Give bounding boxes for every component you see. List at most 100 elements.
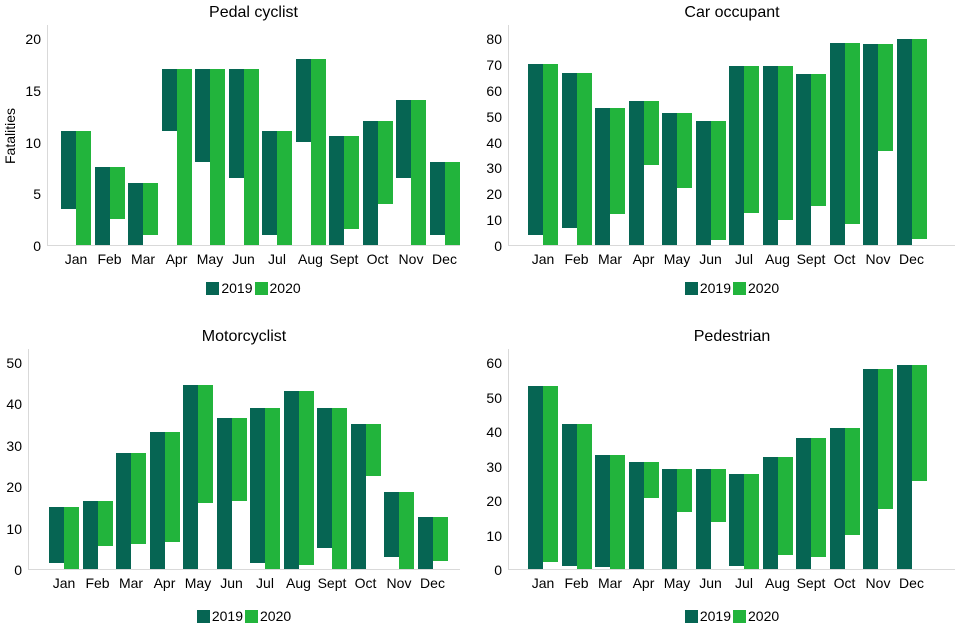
bar-group-nov: [384, 492, 414, 569]
y-tick-label: 20: [486, 493, 502, 509]
bar-group-oct: [829, 427, 860, 569]
y-tick-label: 40: [6, 396, 22, 413]
legend-swatch-2019: [206, 281, 220, 295]
bar-2020-may: [198, 384, 213, 503]
y-tick-label: 20: [25, 31, 41, 47]
bar-2020-apr: [643, 462, 659, 499]
y-tick-label: 30: [486, 160, 502, 177]
y-axis-tick-labels: 0 5 10 15 20: [20, 25, 47, 254]
bar-group-jan: [528, 63, 558, 245]
bar-group-oct: [350, 424, 381, 569]
bar-group-apr: [628, 101, 659, 245]
bar-group-mar: [128, 182, 158, 245]
bar-group-jun: [228, 69, 259, 245]
bar-group-jun: [695, 468, 726, 569]
y-axis-tick-labels: 0 10 20 30 40 50 60: [480, 349, 508, 578]
bar-2019-jul: [729, 474, 744, 566]
x-tick-label-oct: Oct: [366, 251, 389, 267]
bar-group-jan: [61, 131, 91, 245]
legend-item-2019: 2019: [684, 280, 731, 296]
bar-2020-dec: [911, 365, 927, 482]
legend-item-2020: 2020: [733, 608, 779, 624]
bar-2019-jul: [729, 66, 744, 245]
bar-group-sept: [317, 407, 347, 569]
x-tick-label-dec: Dec: [420, 575, 445, 591]
bar-2019-may: [183, 384, 198, 569]
x-tick-label-nov: Nov: [865, 251, 891, 267]
bar-series-area: [509, 365, 955, 569]
bar-2019-nov: [863, 368, 878, 569]
x-tick-label-jul: Jul: [256, 575, 274, 591]
bar-2020-apr: [164, 432, 180, 543]
bar-group-aug: [295, 58, 326, 245]
bar-2020-dec: [432, 517, 448, 561]
bar-2020-feb: [109, 167, 125, 220]
bar-2019-sept: [329, 136, 344, 245]
chart-body: Fatalities 0 5 10 15 20: [0, 25, 460, 254]
bar-2020-may: [677, 468, 692, 513]
bar-2020-jun: [710, 120, 726, 240]
bar-2019-dec: [896, 39, 912, 245]
y-tick-label: 70: [486, 56, 502, 73]
bar-2019-apr: [628, 462, 644, 569]
bar-2020-oct: [365, 424, 381, 476]
bar-2020-jan: [76, 131, 91, 245]
bar-group-jul: [262, 131, 292, 245]
x-tick-label-dec: Dec: [899, 251, 924, 267]
y-tick-label: 0: [14, 562, 22, 578]
bar-2020-aug: [298, 390, 314, 565]
bar-group-may: [183, 384, 213, 569]
bar-2019-jun: [695, 468, 711, 569]
bar-2019-feb: [561, 72, 577, 229]
bar-2019-mar: [128, 182, 143, 245]
bar-group-dec: [896, 365, 927, 569]
y-tick-label: 10: [6, 520, 22, 537]
y-tick-label: 10: [486, 527, 502, 544]
bar-2019-oct: [829, 427, 845, 569]
bar-group-feb: [561, 72, 592, 245]
bar-2020-oct: [844, 427, 860, 535]
x-tick-label-mar: Mar: [597, 251, 623, 267]
y-tick-label: 5: [33, 186, 41, 203]
bar-group-mar: [595, 107, 625, 245]
x-tick-label-sept: Sept: [796, 575, 826, 591]
bar-2019-jun: [228, 69, 244, 178]
plot-area: [508, 349, 955, 570]
bar-2019-nov: [863, 44, 878, 245]
x-axis-labels: Jan Feb Mar Apr May Jun Jul Aug Sept Oct Nov Dec: [480, 575, 960, 591]
chart-title: Car occupant: [684, 4, 780, 21]
legend-swatch-2020: [245, 609, 258, 623]
bar-group-may: [662, 113, 692, 245]
legend-swatch-2020: [733, 609, 746, 623]
legend: 2019 2020: [0, 608, 480, 624]
bar-2019-oct: [350, 424, 366, 569]
x-tick-label-apr: Apr: [153, 575, 176, 591]
bar-2019-oct: [829, 43, 845, 245]
bar-2019-jul: [250, 407, 265, 563]
y-tick-label: 50: [6, 355, 22, 371]
x-tick-label-dec: Dec: [899, 575, 924, 591]
x-tick-label-jul: Jul: [735, 575, 753, 591]
legend-label-2020: 2020: [748, 608, 780, 624]
x-tick-label-apr: Apr: [632, 575, 655, 591]
plot-area: [47, 25, 460, 246]
bar-group-dec: [896, 39, 927, 245]
bar-group-apr: [628, 462, 659, 569]
legend-item-2020: 2020: [733, 280, 779, 296]
x-tick-label-jun: Jun: [232, 251, 255, 267]
x-tick-label-aug: Aug: [765, 251, 790, 267]
bar-2020-sept: [344, 136, 359, 230]
bar-2019-mar: [116, 453, 131, 569]
bar-group-jun: [695, 120, 726, 245]
y-tick-label: 0: [494, 238, 502, 254]
bar-group-sept: [796, 437, 826, 569]
bar-group-mar: [116, 453, 146, 569]
bar-2020-dec: [444, 162, 460, 245]
bar-group-feb: [561, 424, 592, 569]
y-tick-label: 50: [486, 389, 502, 406]
x-tick-label-sept: Sept: [317, 575, 347, 591]
bar-2020-jun: [710, 468, 726, 523]
bar-2020-mar: [610, 455, 625, 569]
legend-label-2020: 2020: [748, 280, 780, 296]
bar-group-jul: [729, 66, 759, 245]
